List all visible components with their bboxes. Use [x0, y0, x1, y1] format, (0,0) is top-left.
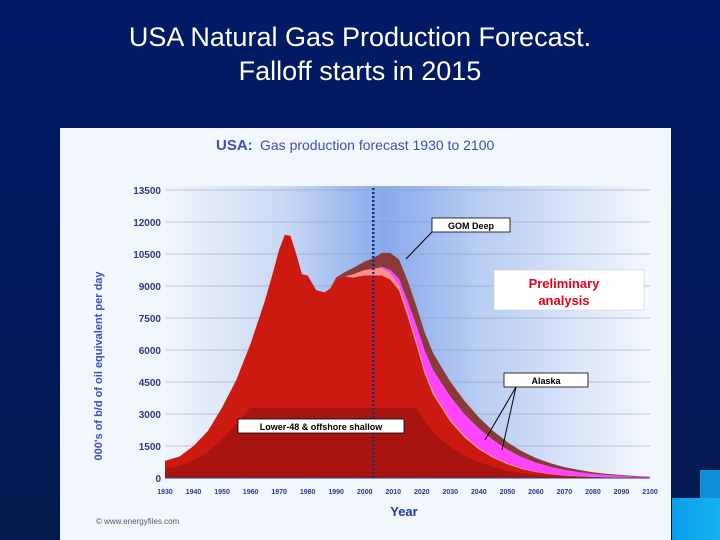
chart-svg: 13500 12000 10500 9000 7500 6000 4500 3000 1500 0…: [93, 137, 658, 526]
y-tick-label: 10500: [133, 250, 161, 261]
x-tick-label: 2100: [642, 489, 658, 496]
x-tick-label: 2050: [500, 489, 516, 496]
annotation-preliminary: Preliminary: [529, 276, 601, 291]
alaska-box: [503, 372, 589, 388]
y-tick-label: 7500: [139, 314, 162, 325]
x-tick-label: 1980: [300, 489, 316, 496]
annotation-gom-deep: GOM Deep: [448, 221, 495, 231]
bottom-accent-bar-small: [700, 470, 720, 498]
x-tick-label: 2080: [585, 489, 601, 496]
x-tick-label: 2000: [357, 489, 373, 496]
annotation-analysis: analysis: [538, 293, 589, 308]
y-tick-label: 4500: [139, 378, 162, 389]
x-tick-label: 2090: [614, 489, 630, 496]
x-tick-label: 1930: [157, 489, 173, 496]
x-tick-label: 2070: [557, 489, 573, 496]
copyright-text: © www.energyfiles.com: [96, 517, 180, 526]
x-tick-label: 2040: [471, 489, 487, 496]
y-tick-label: 6000: [139, 346, 162, 357]
bottom-accent-bar: [672, 498, 720, 540]
gom-deep-box: [431, 217, 511, 233]
x-axis-label: Year: [390, 504, 417, 519]
slide-title: USA Natural Gas Production Forecast. Fal…: [0, 20, 720, 88]
chart-title-prefix: USA:: [216, 137, 253, 154]
gom-deep-pointer: [405, 231, 433, 260]
x-tick-label: 2030: [443, 489, 459, 496]
x-tick-label: 1970: [271, 489, 287, 496]
y-tick-label: 1500: [139, 442, 162, 453]
area-gom-deep: [165, 234, 650, 478]
x-tick-label: 1960: [243, 489, 259, 496]
y-tick-label: 12000: [133, 218, 161, 229]
annotation-lower48: Lower-48 & offshore shallow: [260, 422, 384, 432]
x-tick-label: 2060: [528, 489, 544, 496]
chart-panel: 13500 12000 10500 9000 7500 6000 4500 3000 1500 0…: [60, 128, 671, 540]
x-tick-label: 1940: [186, 489, 202, 496]
y-tick-label: 9000: [139, 282, 162, 293]
lower48-box: [237, 418, 405, 434]
slide-title-line-2: Falloff starts in 2015: [238, 56, 482, 86]
y-tick-label: 0: [155, 474, 161, 485]
alaska-pointer-1: [484, 386, 517, 441]
slide-title-line-1: USA Natural Gas Production Forecast.: [128, 22, 592, 52]
axis-layer: 13500 12000 10500 9000 7500 6000 4500 3000 1500 0…: [133, 186, 658, 496]
y-tick-label: 3000: [139, 410, 162, 421]
alaska-pointer-2: [501, 386, 517, 451]
y-tick-label: 13500: [133, 186, 161, 197]
x-tick-label: 2020: [414, 489, 430, 496]
preliminary-analysis-box: [493, 269, 645, 311]
x-tick-label: 2010: [385, 489, 401, 496]
chart-title: Gas production forecast 1930 to 2100: [260, 137, 494, 153]
y-axis-label: 000's of b/d of oil equivalent per day: [93, 271, 105, 461]
annotation-layer: GOM Deep Preliminary analysis Alaska Lower-4…: [237, 217, 645, 451]
x-tick-label: 1950: [214, 489, 230, 496]
x-tick-label: 1990: [328, 489, 344, 496]
annotation-alaska: Alaska: [531, 376, 561, 386]
